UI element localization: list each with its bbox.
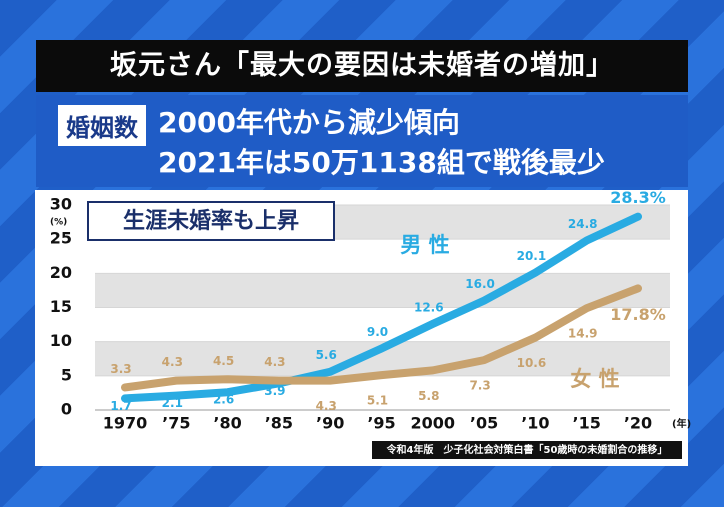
annotation: 生涯未婚率も上昇 — [123, 208, 299, 234]
value-label: 10.6 — [517, 356, 547, 370]
value-label: 24.8 — [568, 217, 598, 231]
value-label: 14.9 — [568, 327, 598, 341]
value-label: 7.3 — [469, 379, 490, 393]
annotation-box — [87, 201, 335, 241]
value-label: 3.9 — [264, 384, 285, 398]
x-tick-label: ’85 — [265, 414, 293, 433]
x-tick-label: ’05 — [470, 414, 498, 433]
y-tick-label: 25 — [50, 229, 72, 248]
y-tick-label: 30 — [50, 195, 72, 214]
legend-label: 女 性 — [570, 367, 619, 391]
source-box — [372, 441, 682, 459]
x-tick-label: 1970 — [103, 414, 148, 433]
value-label: 28.3% — [610, 188, 666, 207]
value-label: 5.6 — [316, 348, 337, 362]
x-tick-label: ’15 — [573, 414, 601, 433]
headline: 2021年は50万1138組で戦後最少 — [158, 146, 605, 179]
x-tick-label: ’80 — [213, 414, 241, 433]
y-tick-label: 20 — [50, 263, 72, 282]
value-label: 4.3 — [264, 355, 285, 369]
banner: 坂元さん「最大の要因は未婚者の増加」 — [36, 40, 688, 92]
line — [121, 284, 642, 392]
x-tick-label: ’10 — [521, 414, 549, 433]
legend-label: 男 性 — [400, 233, 449, 257]
value-label: 2.6 — [213, 393, 234, 407]
headline: 2000年代から減少傾向 — [158, 106, 460, 139]
value-label: 12.6 — [414, 300, 444, 314]
x-tick-label: 2000 — [411, 414, 456, 433]
y-tick-label: 5 — [61, 365, 72, 384]
value-label: 1.7 — [110, 399, 131, 413]
value-label: 2.1 — [162, 396, 183, 410]
headline-panel: 婚姻数 2000年代から減少傾向 2021年は50万1138組で戦後最少 — [36, 95, 688, 187]
x-tick-label: ’95 — [367, 414, 395, 433]
value-label: 20.1 — [517, 249, 547, 263]
value-label: 9.0 — [367, 325, 388, 339]
value-label: 4.3 — [316, 399, 337, 413]
grid-band — [95, 273, 670, 308]
y-tick-label: 15 — [50, 297, 72, 316]
x-unit: (年) — [672, 417, 691, 430]
tag: 婚姻数 — [58, 105, 146, 146]
value-label: 16.0 — [465, 277, 495, 291]
value-label: 17.8% — [610, 305, 666, 324]
line — [121, 212, 642, 403]
value-label: 5.1 — [367, 394, 388, 408]
source: 令和4年版 少子化社会対策白書「50歳時の未婚割合の推移」 — [386, 443, 668, 456]
y-unit: (%) — [50, 218, 67, 228]
y-tick-label: 10 — [50, 331, 72, 350]
x-tick-label: ’20 — [624, 414, 652, 433]
value-label: 4.3 — [162, 355, 183, 369]
value-label: 5.8 — [418, 389, 439, 403]
x-tick-label: ’90 — [316, 414, 344, 433]
value-label: 4.5 — [213, 354, 234, 368]
x-tick-label: ’75 — [162, 414, 190, 433]
value-label: 3.3 — [110, 362, 131, 376]
y-tick-label: 0 — [61, 400, 72, 419]
